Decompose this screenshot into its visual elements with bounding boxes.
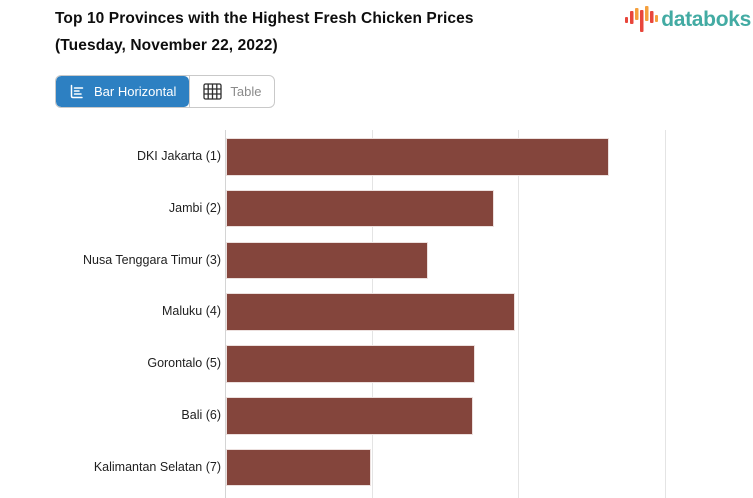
databoks-logo: databoks: [625, 5, 751, 35]
bar[interactable]: [226, 448, 371, 487]
bar-horizontal-icon: [69, 84, 86, 100]
category-label: Maluku (4): [161, 304, 221, 319]
bar[interactable]: [226, 293, 515, 331]
view-toggle: Bar Horizontal Table: [55, 75, 276, 108]
category-label: Gorontalo (5): [147, 356, 221, 371]
bar-horizontal-button[interactable]: Bar Horizontal: [56, 76, 190, 107]
table-button[interactable]: Table: [189, 76, 274, 107]
page-title-line2: (Tuesday, November 22, 2022): [55, 37, 278, 54]
gridline: [664, 130, 666, 498]
table-icon: [203, 83, 223, 100]
category-label: Jambi (2): [168, 200, 221, 215]
category-label: Bali (6): [181, 408, 221, 422]
bar[interactable]: [226, 189, 494, 228]
gridline: [518, 130, 519, 498]
databoks-logo-text: databoks: [661, 8, 751, 31]
page-title-line1: Top 10 Provinces with the Highest Fresh …: [55, 10, 474, 27]
chart-area: DKI Jakarta (1) Jambi (2) Nusa Tenggara Ti…: [0, 130, 753, 498]
table-label: Table: [230, 84, 262, 99]
bar-horizontal-label: Bar Horizontal: [94, 84, 177, 99]
bar[interactable]: [226, 138, 609, 176]
category-label: Nusa Tenggara Timur (3): [82, 252, 221, 267]
y-axis-line: [225, 130, 226, 498]
category-label: Kalimantan Selatan (7): [93, 459, 221, 474]
category-label: DKI Jakarta (1): [136, 149, 221, 163]
bar[interactable]: [226, 241, 428, 280]
bar[interactable]: [226, 397, 473, 435]
databoks-logo-icon: [625, 5, 659, 35]
bar[interactable]: [226, 345, 475, 383]
page-title: Top 10 Provinces with the Highest Fresh …: [55, 5, 474, 59]
